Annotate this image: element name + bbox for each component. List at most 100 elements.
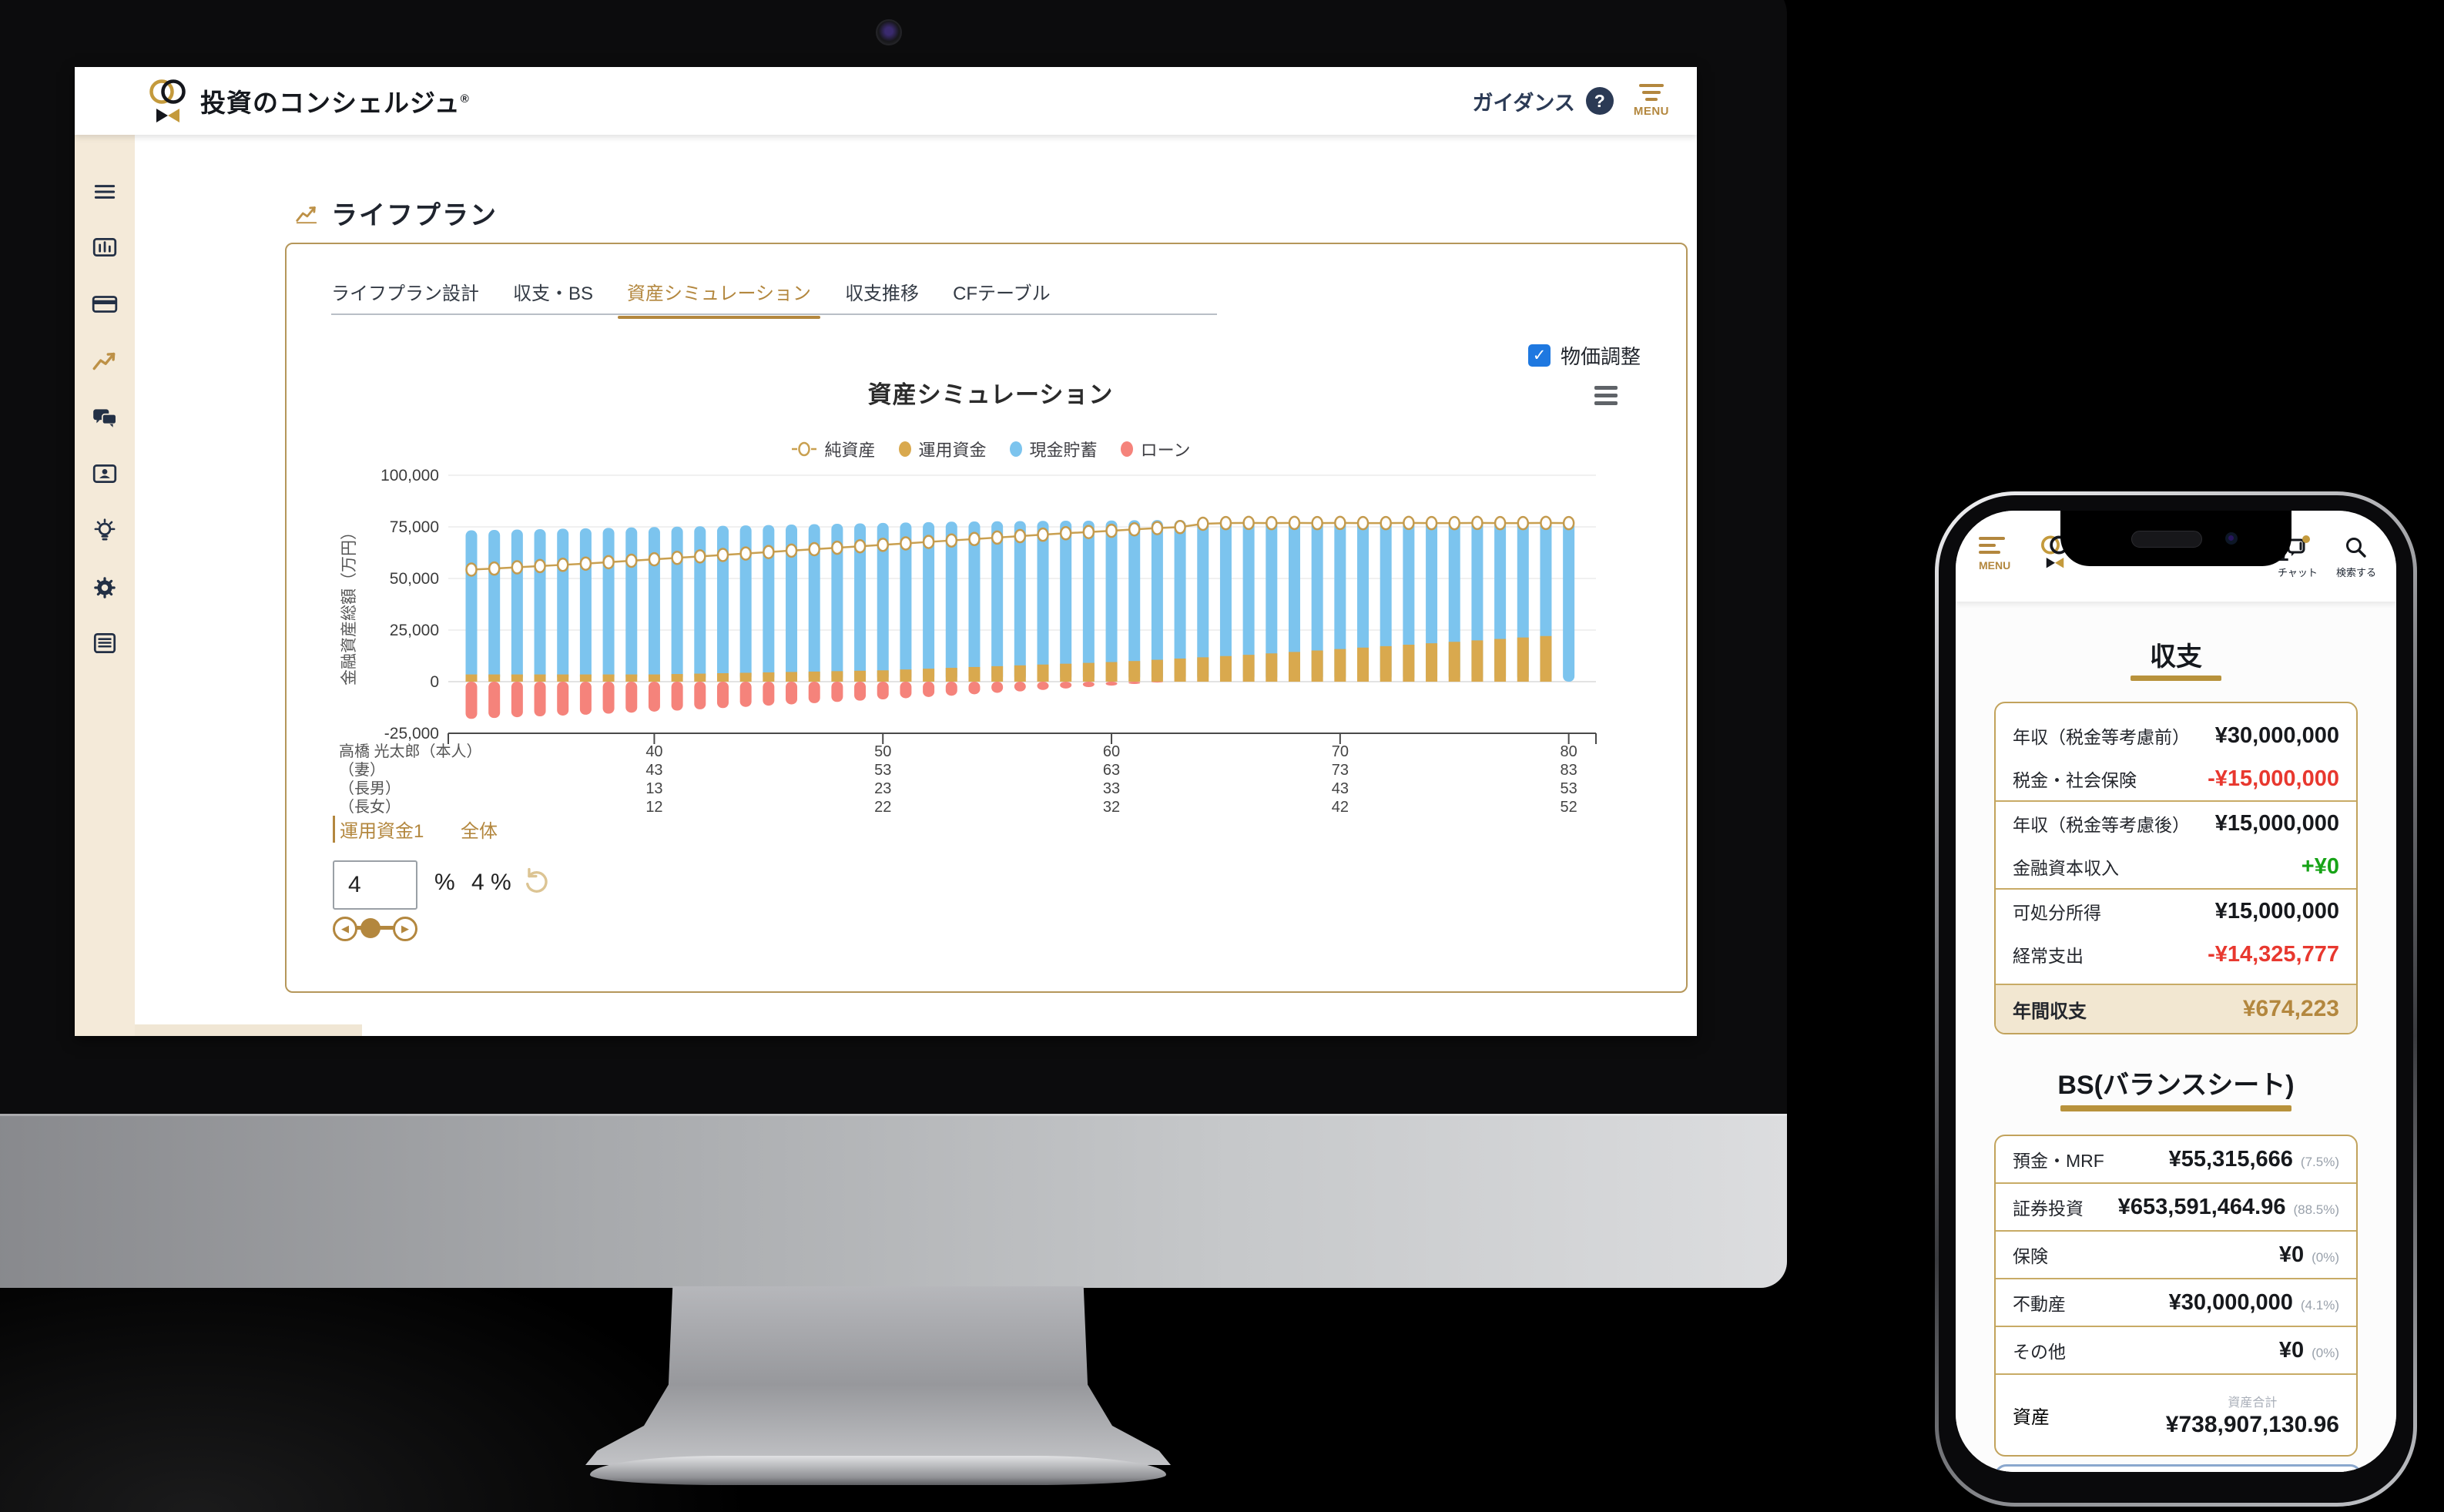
bar-invest[interactable]	[671, 674, 683, 682]
net-asset-marker[interactable]	[1471, 515, 1483, 531]
net-asset-marker[interactable]	[1037, 527, 1049, 542]
tab-fund1[interactable]: 運用資金1	[333, 816, 424, 843]
bar-cash[interactable]	[991, 521, 1004, 682]
bar-invest[interactable]	[1288, 652, 1300, 682]
bar-invest[interactable]	[1266, 653, 1278, 682]
bar-cash[interactable]	[900, 522, 912, 682]
bar-invest[interactable]	[1471, 640, 1483, 682]
net-asset-marker[interactable]	[1105, 523, 1118, 538]
bar-cash[interactable]	[1105, 520, 1118, 682]
bar-invest[interactable]	[1334, 649, 1346, 682]
bar-cash[interactable]	[808, 524, 820, 682]
net-asset-marker[interactable]	[1448, 515, 1460, 531]
bar-invest[interactable]	[1037, 664, 1049, 682]
bar-loan[interactable]	[831, 682, 843, 702]
bar-cash[interactable]	[648, 527, 660, 682]
bar-invest[interactable]	[465, 674, 478, 682]
bar-cash[interactable]	[877, 522, 889, 682]
bar-loan[interactable]	[786, 682, 798, 705]
bar-invest[interactable]	[1060, 663, 1072, 682]
bar-invest[interactable]	[1426, 643, 1438, 682]
fund-rate-input[interactable]	[333, 860, 417, 910]
bar-invest[interactable]	[900, 669, 912, 682]
bar-cash[interactable]	[602, 528, 615, 682]
bar-cash[interactable]	[1357, 519, 1370, 682]
bar-invest[interactable]	[831, 671, 843, 682]
bar-invest[interactable]	[1242, 655, 1255, 682]
bar-cash[interactable]	[488, 530, 501, 682]
bar-invest[interactable]	[1494, 639, 1507, 682]
bar-loan[interactable]	[625, 682, 638, 713]
bar-loan[interactable]	[900, 682, 912, 699]
bar-invest[interactable]	[1357, 647, 1370, 682]
tab-5[interactable]: CFテーブル	[953, 283, 1051, 304]
bar-loan[interactable]	[488, 682, 501, 719]
bar-invest[interactable]	[786, 672, 798, 682]
bar-cash[interactable]	[739, 525, 752, 682]
net-asset-marker[interactable]	[1059, 526, 1072, 541]
slider-knob[interactable]	[360, 918, 381, 938]
bar-cash[interactable]	[968, 521, 981, 682]
bar-invest[interactable]	[808, 671, 820, 682]
bar-loan[interactable]	[1014, 682, 1026, 692]
bar-invest[interactable]	[877, 670, 889, 682]
bar-invest[interactable]	[1311, 650, 1323, 682]
net-asset-marker[interactable]	[1014, 528, 1027, 544]
net-asset-marker[interactable]	[534, 558, 546, 574]
bar-invest[interactable]	[511, 674, 523, 682]
net-asset-marker[interactable]	[991, 530, 1004, 545]
tab-4[interactable]: 収支推移	[845, 283, 920, 304]
phone-search-button[interactable]: 検索する	[2336, 534, 2376, 579]
bar-loan[interactable]	[671, 682, 683, 711]
net-asset-marker[interactable]	[625, 553, 638, 568]
bar-cash[interactable]	[1082, 520, 1095, 682]
net-asset-marker[interactable]	[1517, 515, 1530, 531]
bar-invest[interactable]	[1105, 662, 1118, 682]
bar-loan[interactable]	[1082, 682, 1095, 687]
menu-button[interactable]: MENU	[1634, 84, 1669, 118]
bar-cash[interactable]	[1311, 519, 1323, 682]
bar-cash[interactable]	[579, 528, 592, 682]
bar-cash[interactable]	[1197, 518, 1209, 682]
net-asset-marker[interactable]	[1356, 515, 1370, 531]
bar-invest[interactable]	[1403, 645, 1415, 682]
net-asset-marker[interactable]	[671, 550, 683, 565]
bar-invest[interactable]	[739, 672, 752, 682]
net-asset-marker[interactable]	[579, 556, 592, 571]
net-asset-marker[interactable]	[1266, 515, 1278, 531]
bar-invest[interactable]	[1014, 665, 1026, 682]
net-asset-marker[interactable]	[1425, 515, 1438, 531]
price-adjust-checkbox[interactable]: ✓	[1528, 344, 1551, 367]
bar-cash[interactable]	[1014, 521, 1026, 682]
bar-cash[interactable]	[1448, 520, 1460, 682]
slider-decrement-button[interactable]: ◀	[333, 917, 357, 941]
bar-loan[interactable]	[465, 682, 478, 719]
net-asset-marker[interactable]	[465, 562, 478, 577]
net-asset-marker[interactable]	[511, 560, 524, 575]
bar-loan[interactable]	[991, 682, 1004, 693]
legend-item[interactable]: 純資産	[791, 437, 876, 461]
phone-menu-button[interactable]: MENU	[1979, 537, 2010, 572]
net-asset-marker[interactable]	[556, 558, 569, 572]
bar-invest[interactable]	[923, 669, 935, 682]
bar-invest[interactable]	[763, 672, 775, 682]
bar-cash[interactable]	[1174, 520, 1186, 682]
bar-cash[interactable]	[1380, 519, 1392, 682]
bar-cash[interactable]	[716, 525, 729, 682]
bar-invest[interactable]	[648, 674, 660, 682]
sidebar-item-hamburger[interactable]	[91, 178, 119, 206]
net-asset-marker[interactable]	[1334, 515, 1346, 531]
bar-cash[interactable]	[1288, 519, 1300, 682]
bar-cash[interactable]	[854, 523, 867, 682]
bar-cash[interactable]	[1266, 519, 1278, 682]
sidebar-item-settings[interactable]	[91, 574, 119, 602]
sidebar-item-lifeplan[interactable]	[91, 347, 119, 374]
net-asset-marker[interactable]	[945, 533, 958, 548]
net-asset-marker[interactable]	[1403, 515, 1415, 531]
sidebar-item-chat[interactable]	[91, 404, 119, 431]
net-asset-marker[interactable]	[1288, 515, 1301, 531]
bar-loan[interactable]	[557, 682, 569, 716]
bar-cash[interactable]	[625, 527, 638, 682]
bar-loan[interactable]	[534, 682, 546, 717]
net-asset-marker[interactable]	[853, 538, 867, 554]
